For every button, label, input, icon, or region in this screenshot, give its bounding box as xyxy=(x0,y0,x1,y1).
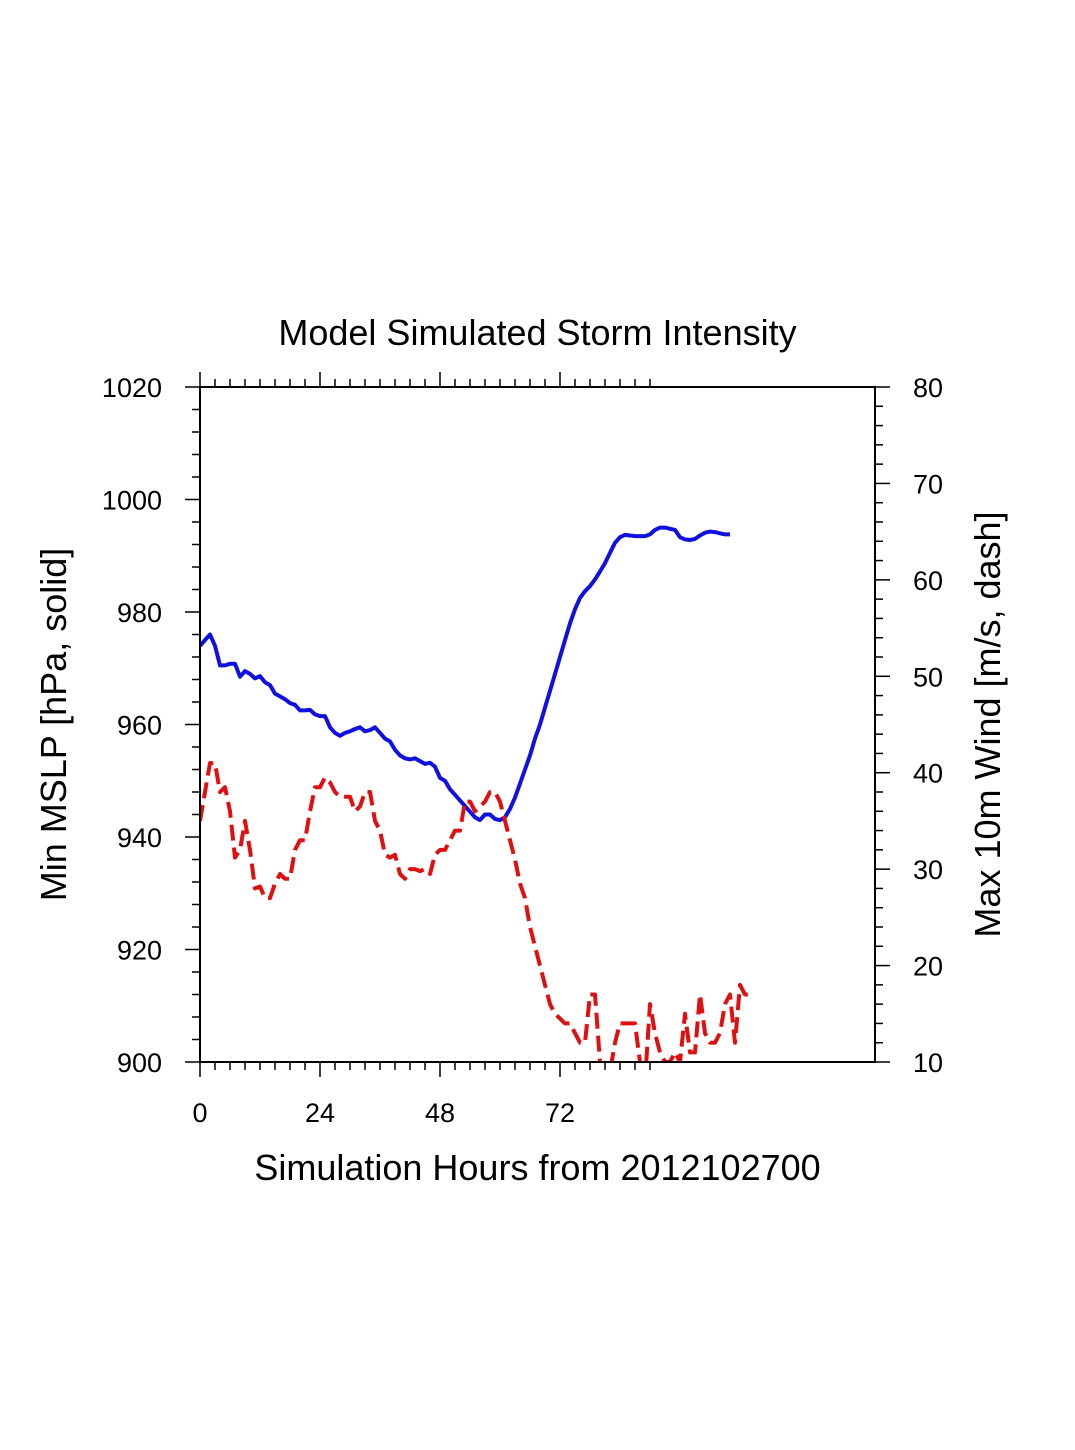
axes-layer xyxy=(185,372,890,1077)
y-right-tick-label: 70 xyxy=(913,469,943,499)
y-right-tick-label: 60 xyxy=(913,566,943,596)
chart-title: Model Simulated Storm Intensity xyxy=(278,312,796,353)
y-right-tick-label: 40 xyxy=(913,759,943,789)
wind-dash-line xyxy=(200,761,750,1062)
y-left-tick-label: 940 xyxy=(117,823,162,853)
y-left-axis-label: Min MSLP [hPa, solid] xyxy=(33,548,74,902)
y-right-tick-label: 80 xyxy=(913,373,943,403)
x-tick-label: 24 xyxy=(305,1098,335,1128)
labels-layer: 0 24 48 72900920940960980100010201020304050… xyxy=(33,312,1008,1188)
y-left-tick-label: 960 xyxy=(117,711,162,741)
y-right-tick-label: 20 xyxy=(913,952,943,982)
y-right-tick-label: 50 xyxy=(913,662,943,692)
series-layer xyxy=(200,525,750,1062)
x-tick-label: 72 xyxy=(545,1098,575,1128)
y-left-tick-label: 980 xyxy=(117,598,162,628)
mslp-solid-line xyxy=(200,525,730,823)
y-right-tick-label: 30 xyxy=(913,855,943,885)
y-left-tick-label: 920 xyxy=(117,936,162,966)
y-left-tick-label: 1000 xyxy=(102,486,162,516)
x-tick-label: 0 xyxy=(192,1098,207,1128)
y-right-axis-label: Max 10m Wind [m/s, dash] xyxy=(967,511,1008,937)
y-left-tick-label: 1020 xyxy=(102,373,162,403)
y-left-tick-label: 900 xyxy=(117,1048,162,1078)
x-tick-label: 48 xyxy=(425,1098,455,1128)
y-right-tick-label: 10 xyxy=(913,1048,943,1078)
x-axis-label: Simulation Hours from 2012102700 xyxy=(254,1147,820,1188)
